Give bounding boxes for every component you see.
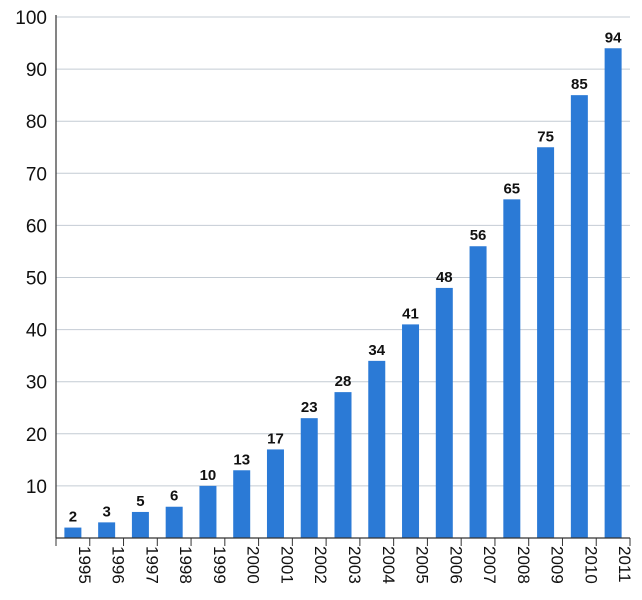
y-tick-labels: 10 20 30 40 50 60 70 80 90 100 bbox=[15, 8, 47, 498]
x-tick-label: 2000 bbox=[244, 546, 263, 584]
y-tick-label: 20 bbox=[26, 425, 47, 446]
data-label: 94 bbox=[605, 29, 622, 46]
bar-2004 bbox=[368, 360, 386, 538]
bar-1997 bbox=[131, 511, 149, 538]
bar-2002 bbox=[300, 418, 318, 538]
data-label: 23 bbox=[301, 399, 318, 416]
bar-2011 bbox=[604, 48, 622, 538]
data-label: 2 bbox=[69, 509, 77, 526]
bar-1999 bbox=[199, 485, 217, 538]
y-tick-label: 50 bbox=[26, 269, 47, 290]
x-tick-labels: 1995 1996 1997 1998 1999 2000 2001 2002 2003 2004… bbox=[75, 546, 634, 584]
data-label: 85 bbox=[571, 76, 588, 93]
x-tick-label: 1998 bbox=[176, 546, 195, 584]
x-tick-label: 2007 bbox=[480, 546, 499, 584]
bar-1998 bbox=[165, 506, 183, 538]
bar-2005 bbox=[402, 324, 420, 538]
data-label: 65 bbox=[503, 180, 520, 197]
data-label: 41 bbox=[402, 305, 419, 322]
data-label: 13 bbox=[233, 451, 250, 468]
bar-2009 bbox=[537, 147, 555, 538]
y-tick-label: 10 bbox=[26, 477, 47, 498]
x-tick-label: 1995 bbox=[75, 546, 94, 584]
gridlines bbox=[56, 16, 630, 487]
x-tick-label: 1997 bbox=[142, 546, 161, 584]
data-label: 48 bbox=[436, 269, 453, 286]
data-label: 3 bbox=[102, 503, 110, 520]
x-tick-label: 2004 bbox=[379, 546, 398, 584]
bar-2007 bbox=[469, 246, 487, 539]
bar-1995 bbox=[64, 527, 82, 538]
x-tick-label: 2001 bbox=[277, 546, 296, 584]
data-label: 34 bbox=[368, 342, 385, 359]
x-tick-label: 2003 bbox=[345, 546, 364, 584]
x-tick-label: 1999 bbox=[210, 546, 229, 584]
data-label: 5 bbox=[136, 493, 144, 510]
data-label: 6 bbox=[170, 488, 178, 505]
x-tick-label: 2002 bbox=[311, 546, 330, 584]
axes bbox=[55, 15, 631, 546]
bars bbox=[64, 48, 622, 539]
bar-2010 bbox=[570, 95, 588, 539]
y-tick-label: 60 bbox=[26, 216, 47, 237]
bar-1996 bbox=[98, 522, 116, 538]
x-tick-label: 1996 bbox=[109, 546, 128, 584]
bar-2001 bbox=[266, 449, 284, 538]
bar-2008 bbox=[503, 199, 521, 538]
y-tick-label: 40 bbox=[26, 321, 47, 342]
bar-2000 bbox=[233, 470, 251, 538]
x-tick-label: 2006 bbox=[446, 546, 465, 584]
bar-2006 bbox=[435, 287, 453, 538]
y-tick-label: 90 bbox=[26, 60, 47, 81]
data-label: 56 bbox=[470, 227, 487, 244]
y-tick-label: 30 bbox=[26, 373, 47, 394]
data-label: 75 bbox=[537, 128, 554, 145]
data-label: 10 bbox=[200, 467, 217, 484]
x-tick-label: 2008 bbox=[514, 546, 533, 584]
x-tick-label: 2009 bbox=[548, 546, 567, 584]
y-tick-label: 80 bbox=[26, 112, 47, 133]
x-tick-label: 2011 bbox=[615, 546, 634, 583]
x-tick-label: 2005 bbox=[413, 546, 432, 584]
data-label: 17 bbox=[267, 430, 284, 447]
y-tick-label: 100 bbox=[15, 8, 47, 29]
y-tick-label: 70 bbox=[26, 164, 47, 185]
x-tick-label: 2010 bbox=[581, 546, 600, 584]
bar-2003 bbox=[334, 392, 352, 538]
data-label: 28 bbox=[335, 373, 352, 390]
